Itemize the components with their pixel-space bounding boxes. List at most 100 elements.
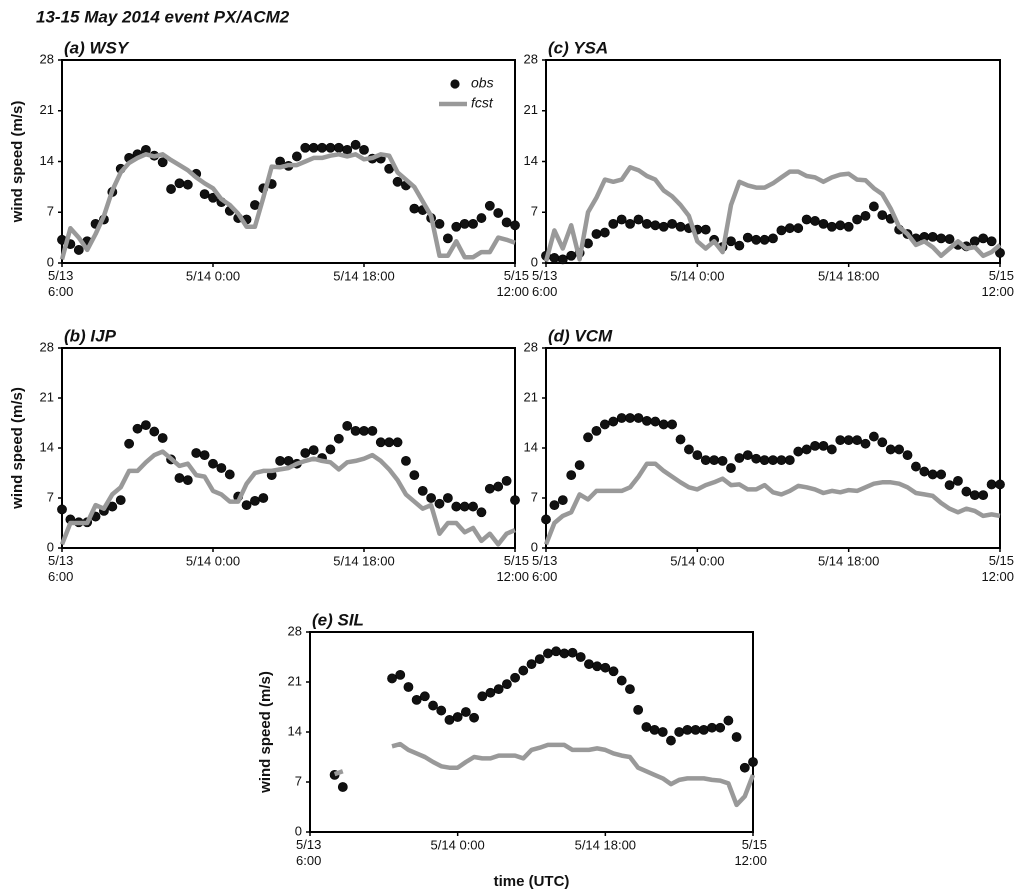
obs-marker [919,466,930,477]
obs-marker [182,179,193,190]
obs-marker [583,432,593,443]
panel-title: (b) IJP [64,326,117,345]
obs-marker [961,486,972,497]
obs-marker [675,434,686,445]
obs-marker [567,647,578,658]
obs-marker [633,704,644,715]
obs-marker [157,157,168,168]
obs-marker [715,722,726,733]
obs-marker [166,184,176,194]
obs-marker [868,431,879,442]
obs-marker [518,665,529,676]
obs-marker [801,444,812,455]
obs-marker [359,425,369,436]
obs-marker [451,221,462,232]
obs-marker [258,493,269,503]
obs-marker [591,425,602,436]
obs-marker [759,234,770,245]
x-tick-label: 5/13 6:00 [296,837,321,868]
x-tick-label: 5/14 0:00 [186,553,240,568]
obs-marker [748,757,758,767]
obs-marker [468,501,478,512]
obs-marker [751,453,762,464]
obs-marker [199,189,210,200]
legend-label: fcst [471,95,494,111]
obs-marker [784,223,795,234]
y-tick-label: 0 [47,539,54,554]
obs-marker [936,469,947,480]
obs-marker [768,455,778,466]
obs-marker [419,691,430,702]
legend-label: obs [471,75,494,91]
obs-marker [501,475,512,486]
x-tick-label: 5/14 18:00 [333,268,394,283]
obs-marker [860,438,871,449]
x-tick-label: 5/15 12:00 [981,268,1014,299]
y-tick-label: 7 [531,489,538,504]
y-tick-label: 21 [524,102,538,117]
obs-marker [911,461,921,472]
obs-marker [616,413,627,423]
obs-marker [333,142,344,153]
obs-marker [818,440,829,451]
obs-marker [115,495,126,506]
obs-marker [751,234,762,245]
obs-marker [459,501,470,512]
x-tick-label: 5/13 6:00 [532,553,557,584]
obs-marker [969,236,980,247]
obs-marker [902,450,913,461]
obs-marker [742,450,753,461]
fcst-line [333,741,756,808]
obs-marker [543,648,553,659]
obs-marker [308,445,319,456]
obs-marker [818,218,829,229]
obs-marker [575,652,586,662]
obs-marker [551,646,562,657]
x-tick-label: 5/14 0:00 [186,268,240,283]
obs-marker [477,691,488,702]
obs-marker [633,413,644,423]
obs-marker [411,694,422,705]
obs-marker [300,448,311,458]
obs-marker [641,415,652,426]
obs-marker [501,217,512,228]
obs-marker [739,762,750,773]
obs-marker [191,448,202,458]
obs-marker [894,444,905,455]
obs-marker [633,214,644,225]
obs-marker [57,504,67,515]
y-tick-label: 28 [524,339,538,354]
obs-marker [810,216,820,226]
y-tick-label: 14 [40,439,54,454]
legend-marker [450,79,460,89]
x-tick-label: 5/14 18:00 [575,837,636,852]
obs-marker [877,210,888,221]
obs-marker [149,426,160,437]
obs-marker [852,435,862,446]
obs-marker [936,233,947,244]
obs-marker [843,221,854,232]
obs-marker [625,218,635,229]
y-tick-label: 21 [288,673,302,688]
obs-marker [608,416,619,427]
obs-marker [731,732,742,742]
y-tick-label: 0 [531,254,538,269]
x-tick-label: 5/15 12:00 [496,553,529,584]
y-tick-label: 14 [40,153,54,168]
obs-marker [584,659,594,670]
obs-marker [953,475,963,486]
fcst-line [59,152,516,260]
obs-marker [986,236,997,247]
y-tick-label: 7 [47,204,54,219]
obs-marker [616,675,627,686]
obs-marker [392,176,403,187]
obs-marker [969,490,980,501]
obs-marker [641,722,652,732]
obs-marker [801,214,812,225]
obs-marker [784,455,795,466]
obs-marker [510,672,520,683]
y-tick-label: 21 [40,389,54,404]
obs-marker [768,233,778,244]
obs-marker [649,724,660,735]
